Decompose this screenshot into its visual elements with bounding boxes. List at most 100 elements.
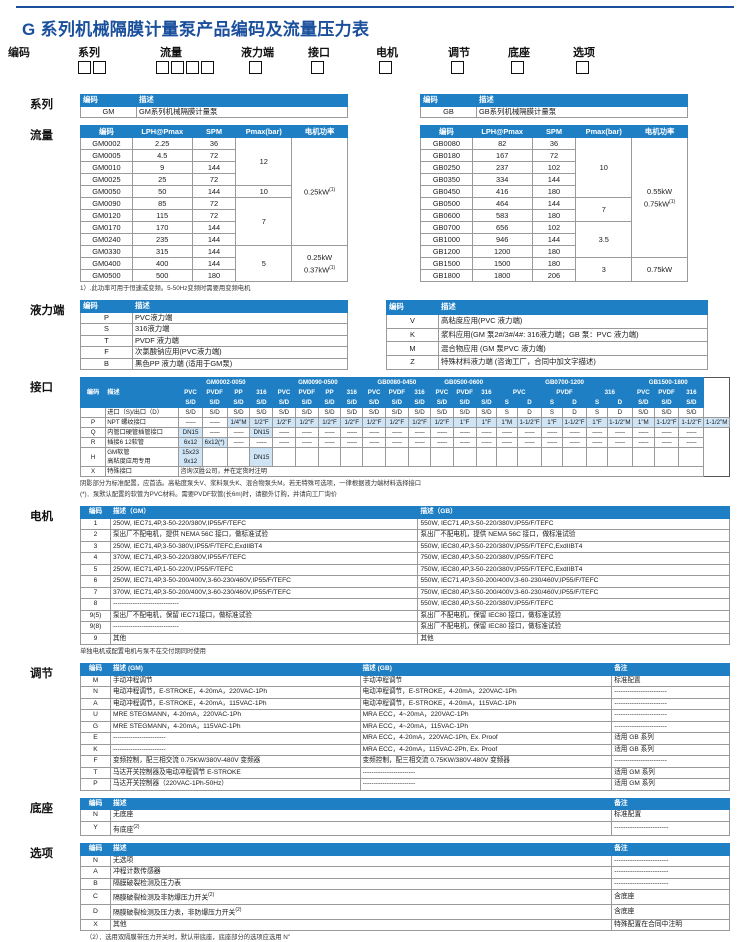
- table-row: N 电动冲程调节，E-STROKE，4-20mA，220VAC-1Ph 电动冲程调节…: [80, 686, 730, 699]
- base-table: 编码 描述 备注 N 无底座 标准配置 Y 有底座(2) -------------------…: [80, 797, 730, 837]
- cell-if-0-18: 1"F: [586, 417, 608, 428]
- col-sd-8: S/D: [362, 397, 386, 408]
- cell-code: 9(8): [80, 621, 111, 634]
- cell-remark: 含底座: [611, 889, 730, 906]
- col-material-4-2: 316: [586, 387, 634, 398]
- cell-sd-16: S: [541, 407, 563, 418]
- cell-remark: 适用 GM 系列: [611, 766, 730, 779]
- cell-gb: 电动冲程调节，E-STROKE，4-20mA，220VAC-1Ph: [359, 686, 613, 699]
- col-3: Pmax(bar): [235, 125, 293, 138]
- col-material-2-0: PVC: [362, 387, 386, 398]
- col-material-5-0: PVC: [632, 387, 655, 398]
- table-row: G MRE STEGMANN，4-20mA，115VAC-1Ph MRA ECC，4…: [80, 720, 730, 733]
- code-boxes-option[interactable]: [576, 61, 589, 74]
- code-boxes-series[interactable]: [78, 61, 106, 74]
- code-box[interactable]: [576, 61, 589, 74]
- cell-sd-5: S/D: [294, 407, 319, 418]
- cell-sd-8: S/D: [362, 407, 386, 418]
- col-desc: 描述: [109, 843, 613, 856]
- cell-code: A: [80, 866, 111, 879]
- cell-code: V: [386, 313, 439, 329]
- table-row: D 隔膜破裂检测及压力表，非防爆压力开关(2) 含底座: [80, 904, 730, 920]
- table-row: M 混合物应用 (GM 泵PVC 液力端): [386, 341, 708, 357]
- cell-gm: 250W, IEC71,4P,3-50-220/380V,IP55/F/TEFC: [109, 517, 419, 530]
- product-code-strip: 编码 系列 流量 液力端 接口 电机 调节 底座 选项: [8, 44, 742, 88]
- cell-spm: 144: [191, 185, 237, 198]
- table-row: 9 其他 其他: [80, 632, 730, 645]
- cell-if-0-1: ------: [201, 417, 228, 428]
- desc-line: 插接6 12软管: [107, 439, 145, 446]
- code-box[interactable]: [171, 61, 184, 74]
- cell-remark: ------------------------: [611, 720, 730, 733]
- col-sd-22: S/D: [678, 397, 705, 408]
- cell-gm: 250W, IEC71,4P,3-50-380V,IP55/F/TEFC,Exd…: [109, 540, 419, 553]
- col-sd-6: S/D: [317, 397, 342, 408]
- code-boxes-adjust[interactable]: [451, 61, 464, 74]
- code-boxes-flow[interactable]: [156, 61, 214, 74]
- code-box[interactable]: [511, 61, 524, 74]
- code-box[interactable]: [78, 61, 91, 74]
- cell-remark: 含底座: [611, 904, 730, 920]
- code-box[interactable]: [451, 61, 464, 74]
- cell-sd-6: S/D: [317, 407, 342, 418]
- col-material-1-3: 316: [340, 387, 364, 398]
- col-sd-17: D: [561, 397, 588, 408]
- cell-lph: 85: [131, 197, 193, 210]
- cell-remark: ------------------------: [611, 854, 730, 868]
- cell-if-0-2: 1/4"M: [226, 417, 251, 428]
- cell-desc: 内管口硬管插管接口: [105, 427, 180, 438]
- interface-note-1: 阴影部分为标准配置，应首选。高粘度泵头V、浆料泵头K、混合物泵头M。若无特殊可选…: [80, 480, 422, 487]
- cell-lph: 237: [471, 161, 533, 174]
- cell-if-2-8: ------: [362, 437, 386, 448]
- cell-code: GB1800: [420, 269, 473, 282]
- code-boxes-liquid[interactable]: [249, 61, 262, 74]
- interface-table: 编码 描述 GM0002-0050 GM0090-0500 GB0080-0450 GB0…: [79, 377, 730, 477]
- cell-gm: 370W, IEC71,4P,3-50-220/380V,IP55/F/TEFC: [109, 552, 419, 565]
- cell-code: Y: [80, 820, 111, 837]
- cell-code: GB0700: [420, 221, 473, 234]
- code-box[interactable]: [93, 61, 106, 74]
- col-sd-21: S/D: [653, 397, 680, 408]
- cell-desc: 冲程计数传感器: [109, 866, 613, 879]
- cell-kw: 0.25kW(1): [291, 137, 348, 246]
- code-box[interactable]: [201, 61, 214, 74]
- section-label-motor: 电机: [30, 511, 53, 523]
- cell-if-0-9: 1/2"F: [384, 417, 409, 428]
- cell-spm: 72: [531, 149, 577, 162]
- cell-code: P: [80, 778, 111, 791]
- table-row: K ------------------------ MRA ECC，4-20mA，…: [80, 743, 730, 756]
- cell-spm: 36: [531, 137, 577, 150]
- cell-if-3-20: [632, 447, 655, 467]
- table-row: A 冲程计数传感器 ------------------------: [80, 866, 730, 879]
- cell-code: GB1000: [420, 233, 473, 246]
- table-row: N 无选项 ------------------------: [80, 854, 730, 868]
- code-box[interactable]: [156, 61, 169, 74]
- cell-gm: 变频控制，配三相交流 0.75KW/380V-480V 变频器: [109, 755, 361, 768]
- cell-code: 9: [80, 632, 111, 645]
- table-row: 8 ------------------------------ 550W, IEC…: [80, 598, 730, 611]
- code-box[interactable]: [311, 61, 324, 74]
- cell-if-3-19: [606, 447, 634, 467]
- section-flow: 流量 编码 LPH@Pmax SPM Pmax(bar) 电机功率 GM0002 2.25 3…: [8, 125, 742, 293]
- cell-lph: 2.25: [131, 137, 193, 150]
- code-box[interactable]: [379, 61, 392, 74]
- code-boxes-base[interactable]: [511, 61, 524, 74]
- code-box[interactable]: [186, 61, 199, 74]
- cell-code: GB0080: [420, 137, 473, 150]
- cell-sd-21: S/D: [653, 407, 680, 418]
- cell-code: GM: [80, 105, 137, 118]
- cell-lph: 656: [471, 221, 533, 234]
- cell-gb: 泵出厂不配电机，保留 IEC80 接口，做标准试验: [417, 609, 730, 622]
- cell-gm: 250W, IEC71,4P,3-50-200/400V,3-60-230/46…: [109, 575, 419, 588]
- code-boxes-motor[interactable]: [379, 61, 392, 74]
- cell-desc: 无底座: [109, 809, 613, 822]
- cell-sd-14: S: [496, 407, 518, 418]
- col-sd-15: D: [516, 397, 543, 408]
- cell-code: S: [80, 323, 133, 336]
- cell-pmax: 10: [235, 185, 293, 198]
- cell-if-2-7: ------: [340, 437, 364, 448]
- col-sd-18: S: [586, 397, 608, 408]
- code-box[interactable]: [249, 61, 262, 74]
- cell-code: Z: [386, 355, 439, 370]
- code-boxes-interface[interactable]: [311, 61, 324, 74]
